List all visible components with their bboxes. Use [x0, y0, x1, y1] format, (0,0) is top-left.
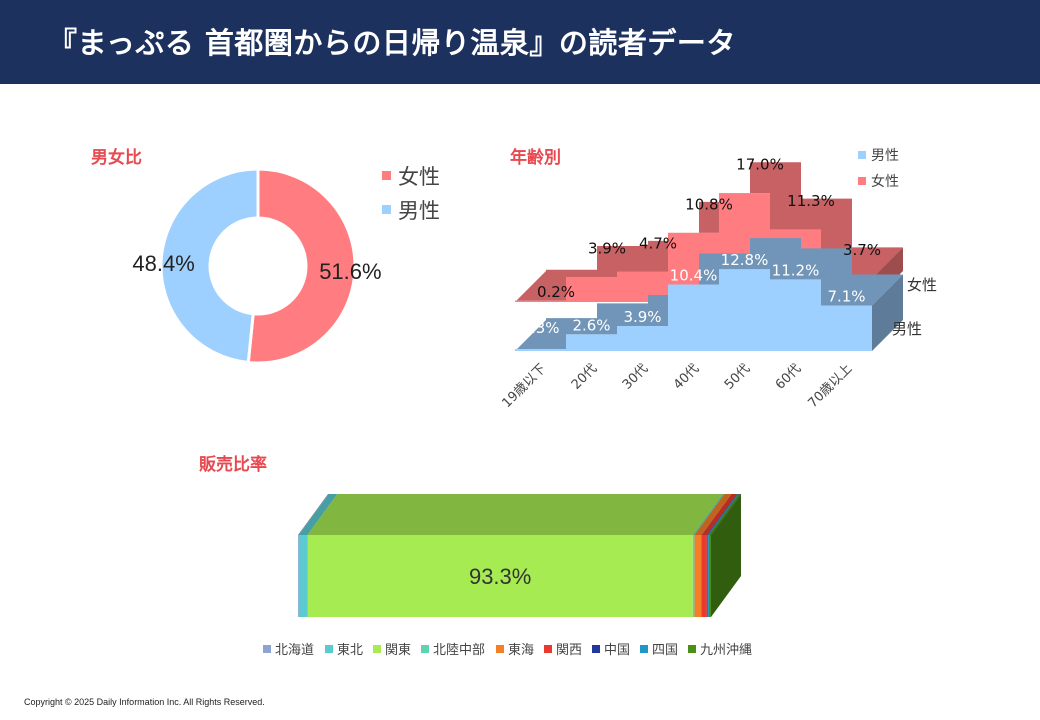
age-female-data-label: 10.8%	[685, 195, 733, 213]
sales-segment-top	[706, 494, 738, 535]
sales-legend-label: 東北	[337, 642, 363, 658]
age-male-data-label: 12.8%	[721, 251, 769, 269]
sales-legend-swatch	[325, 645, 333, 653]
age-category-label: 70歳以上	[805, 361, 855, 411]
sales-segment-中国	[706, 535, 708, 617]
age-category-label: 30代	[620, 361, 651, 392]
sales-segment-top	[298, 494, 338, 535]
sales-data-label: 93.3%	[469, 564, 531, 589]
sales-segment-top	[694, 494, 732, 535]
sales-legend-swatch	[263, 645, 271, 653]
sales-legend-label: 北海道	[275, 643, 314, 658]
age-male-side	[872, 274, 903, 351]
age-female-data-label: 11.3%	[787, 192, 835, 210]
sales-segment-関西	[701, 535, 707, 617]
sales-legend-swatch	[544, 645, 552, 653]
age-female-top-surface	[515, 162, 903, 302]
age-male-data-label: 10.4%	[670, 266, 718, 284]
sales-legend-label: 関東	[385, 642, 411, 658]
age-category-label: 40代	[671, 361, 702, 392]
sales-legend-label: 北陸中部	[433, 642, 485, 658]
age-category-label: 19歳以下	[499, 361, 549, 411]
age-female-data-label: 3.7%	[843, 241, 881, 259]
age-legend-label: 男性	[871, 148, 899, 164]
age-chart: 0.2% 3.9% 4.7% 10.8% 17.0%11.3% 3.7% 0.3% 2.6% 3…	[499, 148, 937, 411]
age-male-data-label: 11.2%	[772, 261, 820, 279]
page-title: 『まっぷる 首都圏からの日帰り温泉』の読者データ	[48, 26, 736, 60]
sales-segment-top	[708, 494, 741, 535]
age-legend-swatch	[858, 151, 866, 159]
age-legend-swatch	[858, 177, 866, 185]
gender-chart-title: 男女比	[91, 148, 142, 168]
sales-chart-title: 販売比率	[199, 455, 267, 475]
sales-legend-label: 中国	[604, 643, 630, 658]
age-category-label: 60代	[773, 361, 804, 392]
age-female-data-label: 0.2%	[537, 283, 575, 301]
sales-legend-swatch	[496, 645, 504, 653]
sales-segment-top	[307, 494, 723, 535]
age-female-data-label: 17.0%	[736, 156, 784, 174]
age-male-data-label: 3.9%	[623, 308, 661, 326]
age-male-data-label: 7.1%	[827, 288, 865, 306]
sales-segment-北陸中部	[692, 535, 695, 617]
sales-legend-label: 東海	[508, 642, 534, 658]
sales-segment-top	[707, 494, 739, 535]
sales-segment-北海道	[298, 535, 299, 617]
sales-legend-swatch	[688, 645, 696, 653]
sales-legend-swatch	[592, 645, 600, 653]
page-header: 『まっぷる 首都圏からの日帰り温泉』の読者データ	[0, 0, 1040, 84]
age-female-data-label: 3.9%	[588, 240, 626, 258]
legend-label: 女性	[398, 165, 440, 189]
age-female-data-label: 4.7%	[639, 234, 677, 252]
sales-segment-四国	[707, 535, 709, 617]
donut-slice-female	[246, 167, 357, 365]
age-male-data-label: 2.6%	[572, 316, 610, 334]
sales-segment-top	[701, 494, 737, 535]
donut-data-label: 51.6%	[319, 259, 381, 284]
sales-segment-九州沖縄	[708, 535, 711, 617]
sales-segment-東北	[298, 535, 308, 617]
sales-bar-side	[711, 494, 741, 617]
age-chart-title: 年齢別	[510, 148, 561, 168]
age-male-area	[515, 269, 872, 351]
age-category-label: 20代	[569, 361, 600, 392]
donut-data-label: 48.4%	[132, 251, 194, 276]
sales-legend-label: 四国	[652, 643, 678, 658]
donut-slice-male	[159, 167, 260, 365]
sales-legend-swatch	[640, 645, 648, 653]
depth-label-male: 男性	[892, 320, 922, 338]
sales-segment-東海	[694, 535, 702, 617]
age-male-data-label: 0.3%	[521, 319, 559, 337]
sales-legend-label: 九州沖縄	[700, 643, 752, 658]
sales-segment-関東	[307, 535, 693, 617]
sales-legend-swatch	[421, 645, 429, 653]
sales-legend-swatch	[373, 645, 381, 653]
sales-segment-top	[298, 494, 329, 535]
copyright: Copyright © 2025 Daily Information Inc. …	[24, 697, 265, 707]
sales-chart: 93.3% 北海道 東北 関東 北陸中部 東海 関西 中国 四国 九州沖縄	[263, 494, 752, 658]
age-legend-label: 女性	[871, 173, 899, 190]
legend-swatch-male	[382, 205, 391, 214]
sales-segment-top	[692, 494, 725, 535]
age-category-label: 50代	[722, 361, 753, 392]
sales-legend-label: 関西	[556, 643, 582, 658]
legend-swatch-female	[382, 171, 391, 180]
age-male-top-surface	[515, 238, 903, 351]
depth-label-female: 女性	[907, 276, 937, 294]
legend-label: 男性	[398, 199, 440, 223]
